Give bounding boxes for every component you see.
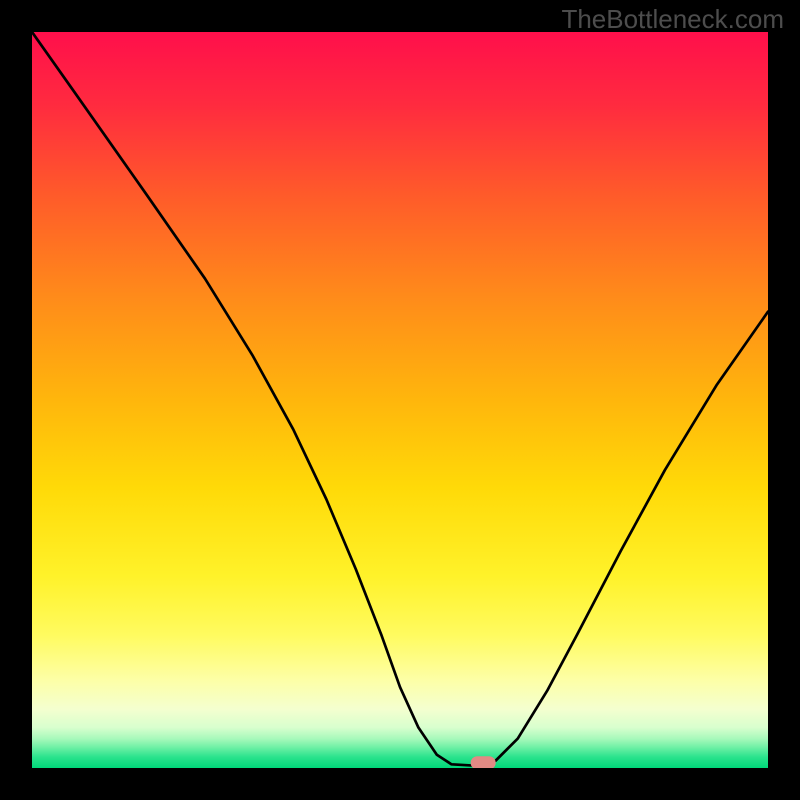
gradient-background <box>32 32 768 768</box>
plot-area <box>32 32 768 768</box>
optimal-point-marker <box>471 756 496 768</box>
chart-svg <box>32 32 768 768</box>
watermark-text: TheBottleneck.com <box>561 4 784 35</box>
